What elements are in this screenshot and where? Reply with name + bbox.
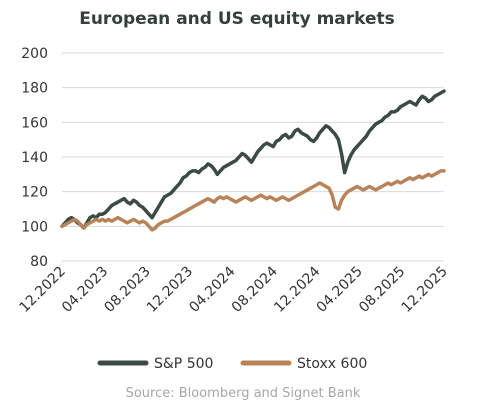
series-line-stoxx600 [60, 169, 446, 232]
chart-title: European and US equity markets [79, 9, 395, 29]
source-note: Source: Bloomberg and Signet Bank [126, 386, 361, 401]
y-tick-label: 120 [21, 185, 48, 201]
x-tick-label: 08.2025 [356, 264, 408, 316]
x-tick-label: 04.2024 [186, 263, 238, 315]
y-tick-label: 180 [21, 81, 48, 97]
y-tick-label: 160 [21, 115, 48, 131]
x-axis-ticks: 12.202204.202308.202312.202304.202408.20… [17, 263, 451, 315]
y-tick-label: 100 [21, 219, 48, 235]
x-tick-label: 12.2025 [399, 264, 451, 316]
x-tick-label: 08.2024 [229, 263, 281, 315]
x-tick-label: 12.2022 [17, 264, 69, 316]
y-tick-label: 80 [30, 254, 48, 270]
x-tick-label: 04.2025 [314, 264, 366, 316]
series-lines [60, 89, 446, 232]
x-tick-label: 08.2023 [101, 264, 153, 316]
gridlines [62, 52, 444, 262]
x-tick-label: 12.2023 [144, 264, 196, 316]
x-tick-label: 12.2024 [271, 263, 323, 315]
x-tick-label: 04.2023 [59, 264, 111, 316]
legend: S&P 500 Stoxx 600 [97, 356, 367, 372]
y-axis-ticks: 80 100 120 140 160 180 200 [21, 46, 48, 270]
y-tick-label: 200 [21, 46, 48, 62]
legend-label-sp500: S&P 500 [154, 356, 213, 372]
y-tick-label: 140 [21, 150, 48, 166]
series-line-sp500 [60, 89, 446, 230]
legend-label-stoxx600: Stoxx 600 [297, 356, 367, 372]
